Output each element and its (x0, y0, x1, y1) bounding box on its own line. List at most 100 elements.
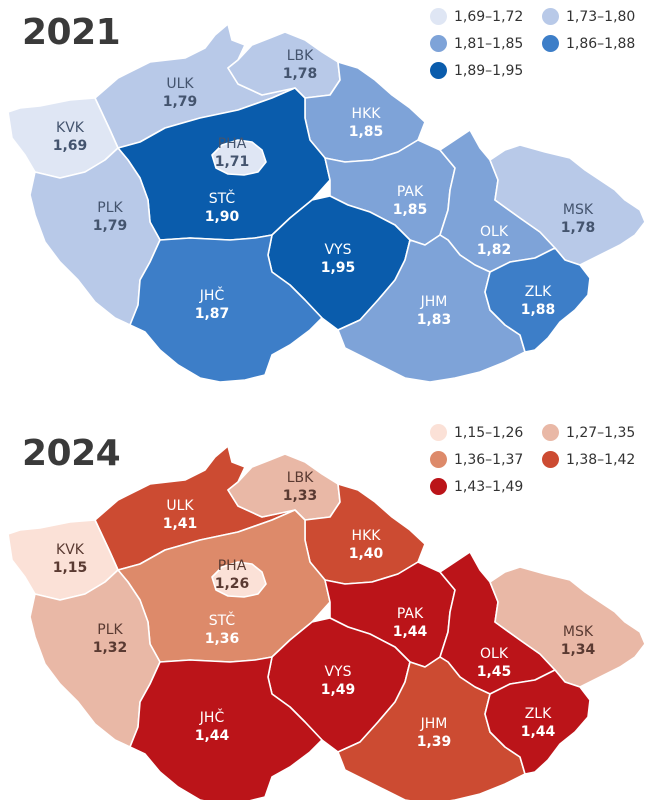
region-value: 1,44 (195, 728, 230, 744)
region-code: JHM (420, 716, 448, 732)
region-pha[interactable] (211, 561, 267, 598)
legend-item: 1,86–1,88 (542, 35, 635, 52)
region-value: 1,26 (215, 576, 250, 592)
legend-label: 1,43–1,49 (454, 478, 524, 495)
region-zlk[interactable] (484, 669, 591, 775)
region-value: 1,45 (477, 664, 512, 680)
region-jhc[interactable] (129, 234, 323, 383)
region-value: 1,85 (393, 202, 428, 218)
region-value: 1,83 (417, 312, 452, 328)
legend-swatch (430, 8, 447, 25)
region-value: 1,78 (561, 220, 596, 236)
region-code: PLK (97, 622, 123, 638)
region-zlk[interactable] (484, 247, 591, 353)
region-value: 1,82 (477, 242, 512, 258)
legend-swatch (430, 35, 447, 52)
region-value: 1,49 (321, 682, 356, 698)
legend-label: 1,36–1,37 (454, 451, 524, 468)
region-code: KVK (56, 120, 85, 136)
region-value: 1,34 (561, 642, 596, 658)
region-code: STČ (209, 611, 236, 629)
legend-swatch (430, 424, 447, 441)
year-title: 2024 (22, 433, 121, 474)
legend-swatch (542, 35, 559, 52)
region-value: 1,36 (205, 631, 240, 647)
region-value: 1,33 (283, 488, 318, 504)
region-code: LBK (287, 48, 314, 64)
map-panel-2021: 2021 1,69–1,72 1,73–1,80 1,81–1,85 1,86–… (7, 8, 646, 383)
legend-item: 1,81–1,85 (430, 35, 523, 52)
region-value: 1,44 (521, 724, 556, 740)
region-value: 1,15 (53, 560, 88, 576)
region-code: OLK (480, 224, 509, 240)
legend-label: 1,81–1,85 (454, 35, 524, 52)
legend-swatch (430, 62, 447, 79)
region-code: PHA (218, 558, 247, 574)
region-code: ZLK (525, 284, 552, 300)
region-value: 1,71 (215, 154, 250, 170)
region-code: PAK (397, 606, 424, 622)
region-value: 1,41 (163, 516, 198, 532)
region-labels: ULK 1,79 LBK 1,78 HKK 1,85 KVK 1,69 PHA … (53, 48, 596, 328)
region-value: 1,95 (321, 260, 356, 276)
region-value: 1,44 (393, 624, 428, 640)
legend-item: 1,69–1,72 (430, 8, 523, 25)
legend-swatch (430, 451, 447, 468)
legend-item: 1,36–1,37 (430, 451, 523, 468)
region-value: 1,90 (205, 209, 240, 225)
legend-label: 1,15–1,26 (454, 424, 524, 441)
legend-swatch (430, 478, 447, 495)
region-code: PAK (397, 184, 424, 200)
region-msk[interactable] (489, 566, 646, 688)
region-code: MSK (563, 202, 594, 218)
region-value: 1,32 (93, 640, 128, 656)
region-code: MSK (563, 624, 594, 640)
region-value: 1,88 (521, 302, 556, 318)
legend-item: 1,89–1,95 (430, 62, 523, 79)
legend-label: 1,86–1,88 (566, 35, 636, 52)
region-code: KVK (56, 542, 85, 558)
region-code: ULK (166, 498, 194, 514)
legend-item: 1,73–1,80 (542, 8, 635, 25)
choropleth-map: ULK 1,41 LBK 1,33 HKK 1,40 KVK 1,15 PHA … (7, 445, 646, 800)
region-code: ZLK (525, 706, 552, 722)
region-labels: ULK 1,41 LBK 1,33 HKK 1,40 KVK 1,15 PHA … (53, 470, 596, 750)
legend-swatch (542, 451, 559, 468)
legend-label: 1,27–1,35 (566, 424, 636, 441)
legend-label: 1,69–1,72 (454, 8, 524, 25)
region-code: STČ (209, 189, 236, 207)
region-value: 1,39 (417, 734, 452, 750)
region-code: OLK (480, 646, 509, 662)
region-code: JHČ (199, 708, 225, 726)
region-code: LBK (287, 470, 314, 486)
regions-group (7, 23, 646, 383)
region-value: 1,79 (93, 218, 128, 234)
legend-item: 1,27–1,35 (542, 424, 635, 441)
legend-swatch (542, 8, 559, 25)
region-code: HKK (352, 106, 382, 122)
region-jhc[interactable] (129, 656, 323, 800)
region-pha[interactable] (211, 139, 267, 176)
legend-label: 1,89–1,95 (454, 62, 524, 79)
region-code: PLK (97, 200, 123, 216)
region-code: JHČ (199, 286, 225, 304)
region-code: JHM (420, 294, 448, 310)
region-value: 1,87 (195, 306, 230, 322)
legend-item: 1,43–1,49 (430, 478, 523, 495)
year-title: 2021 (22, 12, 121, 53)
legend-label: 1,38–1,42 (566, 451, 636, 468)
region-msk[interactable] (489, 144, 646, 266)
region-code: VYS (324, 664, 351, 680)
region-code: VYS (324, 242, 351, 258)
region-code: PHA (218, 136, 247, 152)
region-value: 1,79 (163, 94, 198, 110)
region-value: 1,78 (283, 66, 318, 82)
choropleth-map: ULK 1,79 LBK 1,78 HKK 1,85 KVK 1,69 PHA … (7, 23, 646, 383)
legend-item: 1,15–1,26 (430, 424, 523, 441)
region-value: 1,40 (349, 546, 384, 562)
region-code: ULK (166, 76, 194, 92)
region-value: 1,85 (349, 124, 384, 140)
legend-item: 1,38–1,42 (542, 451, 635, 468)
legend-swatch (542, 424, 559, 441)
region-code: HKK (352, 528, 382, 544)
